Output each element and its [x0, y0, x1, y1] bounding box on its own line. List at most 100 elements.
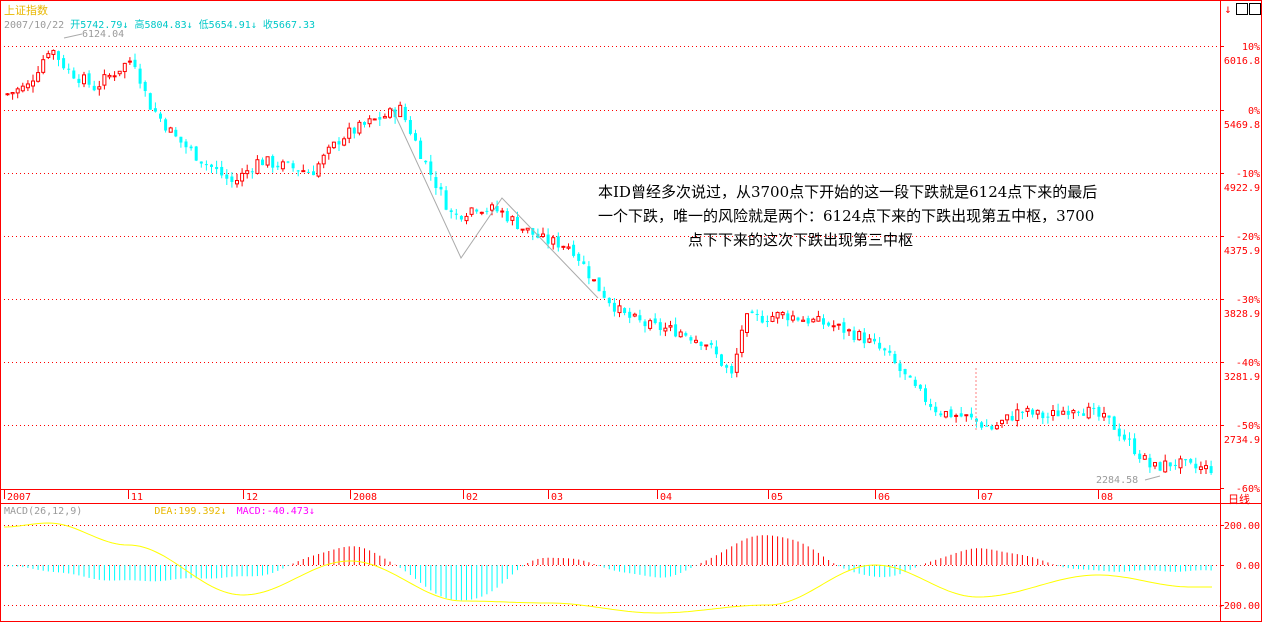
candle — [883, 347, 887, 356]
candle-body — [271, 156, 275, 168]
candle-body — [1015, 409, 1020, 421]
candle-body — [556, 236, 560, 248]
candle-body — [388, 108, 392, 118]
candle-body — [684, 333, 688, 336]
candle — [714, 340, 718, 358]
candle-body — [1051, 410, 1055, 416]
candle-body — [500, 210, 505, 213]
candle — [250, 168, 254, 179]
candle-body — [382, 116, 387, 119]
candle-body — [954, 414, 959, 417]
candle-body — [357, 121, 362, 134]
close-button[interactable] — [1249, 3, 1261, 15]
candle — [643, 319, 647, 333]
candle — [959, 406, 963, 418]
candle — [755, 309, 759, 321]
candle-body — [434, 177, 438, 189]
x-tick-label: 02 — [466, 492, 478, 503]
candle — [449, 208, 453, 219]
candle — [15, 86, 20, 99]
candle-body — [623, 308, 627, 314]
candle — [780, 311, 785, 319]
candle-body — [194, 146, 198, 161]
candle-body — [862, 332, 866, 344]
candle — [46, 50, 51, 60]
candle — [734, 347, 739, 378]
candle — [1051, 404, 1055, 421]
candle — [347, 122, 352, 144]
candle — [215, 160, 219, 174]
candle — [668, 320, 673, 332]
period-label[interactable]: 日线 — [1228, 493, 1250, 506]
candle-body — [250, 171, 254, 173]
candle — [286, 160, 290, 164]
candle-body — [235, 180, 239, 185]
candle-body — [148, 93, 152, 110]
candle — [572, 240, 576, 258]
candle — [1066, 405, 1070, 420]
candle-body — [82, 74, 86, 85]
candle — [745, 313, 749, 337]
candle — [1173, 459, 1177, 470]
candle — [388, 107, 392, 119]
candle-body — [133, 59, 137, 68]
candle-body — [674, 324, 678, 337]
low-value: 低5654.91 — [198, 20, 251, 31]
candle — [1025, 405, 1030, 417]
candle — [924, 384, 927, 406]
candle — [10, 91, 15, 100]
candle-body — [1097, 407, 1101, 417]
candle-body — [725, 365, 729, 368]
annotation-line-3: 点下下来的这次下跌出现第三中枢 — [688, 231, 914, 249]
down-arrow-button[interactable]: ↓ — [1224, 2, 1232, 16]
macd-y-tick-label: 0.00 — [1236, 561, 1260, 572]
candle — [954, 413, 959, 423]
candle — [1092, 402, 1096, 415]
candle — [847, 328, 851, 336]
candle-body — [1138, 453, 1142, 460]
candle — [1097, 405, 1101, 421]
candle-body — [775, 311, 780, 319]
candle — [1020, 411, 1024, 420]
candle-body — [424, 160, 428, 163]
candle — [321, 153, 326, 169]
candle-body — [15, 88, 20, 94]
candle — [454, 208, 458, 220]
candle — [107, 73, 112, 80]
candle-body — [643, 321, 647, 327]
candle-body — [495, 205, 499, 212]
candle-body — [419, 140, 423, 159]
candle-body — [393, 109, 397, 118]
candle-body — [20, 85, 25, 92]
candle-body — [734, 353, 739, 373]
candle-body — [363, 122, 366, 125]
candle — [739, 325, 744, 358]
candle-body — [582, 261, 586, 264]
candle-body — [801, 319, 806, 322]
candle — [240, 168, 245, 187]
minimize-button[interactable] — [1236, 3, 1248, 15]
candle — [709, 340, 713, 349]
candle — [153, 102, 157, 113]
candle — [87, 70, 91, 88]
candle — [408, 116, 412, 136]
candle — [159, 111, 162, 122]
candle — [1041, 410, 1045, 425]
candle-body — [92, 85, 96, 91]
candle — [204, 160, 208, 171]
candle-body — [485, 210, 489, 212]
candle-body — [1189, 459, 1193, 463]
candle-body — [709, 342, 713, 345]
candle — [607, 297, 611, 307]
candle-body — [786, 313, 790, 321]
macd-value: MACD:-40.473↓ — [236, 506, 315, 517]
candle-body — [1077, 411, 1080, 413]
candle — [424, 160, 428, 165]
candle — [1117, 423, 1121, 442]
candle-body — [831, 325, 836, 328]
candlesticks — [5, 49, 1213, 475]
candle-body — [811, 318, 816, 323]
candle — [949, 406, 953, 419]
candle — [357, 120, 362, 136]
candle-body — [857, 331, 862, 341]
